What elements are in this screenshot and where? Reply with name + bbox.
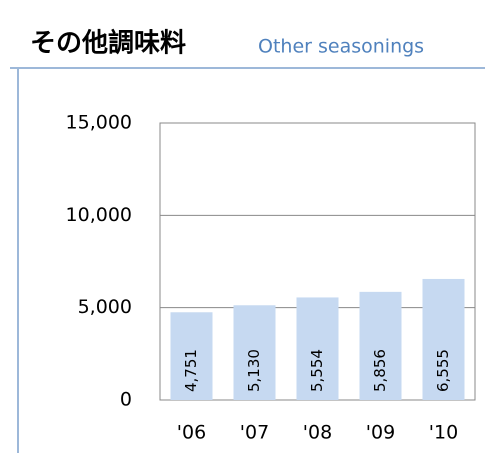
x-tick-label: '07	[240, 422, 269, 444]
bar	[170, 312, 213, 400]
data-label: 5,856	[371, 349, 389, 392]
y-tick-label: 15,000	[66, 112, 132, 134]
data-label: 6,555	[434, 349, 452, 392]
x-tick-label: '08	[303, 422, 332, 444]
data-label: 5,554	[308, 349, 326, 392]
x-tick-label: '09	[366, 422, 395, 444]
bar	[422, 278, 465, 400]
y-tick-label: 5,000	[78, 296, 132, 318]
chart-title: その他調味料	[30, 28, 186, 59]
chart-subtitle: Other seasonings	[258, 36, 424, 58]
y-tick-label: 10,000	[66, 204, 132, 226]
bar	[296, 297, 339, 400]
x-tick-label: '06	[177, 422, 206, 444]
data-label: 4,751	[182, 349, 200, 392]
bar	[359, 291, 402, 400]
y-tick-label: 0	[120, 389, 132, 411]
bar	[233, 305, 276, 400]
x-tick-label: '10	[429, 422, 458, 444]
data-label: 5,130	[245, 349, 263, 392]
